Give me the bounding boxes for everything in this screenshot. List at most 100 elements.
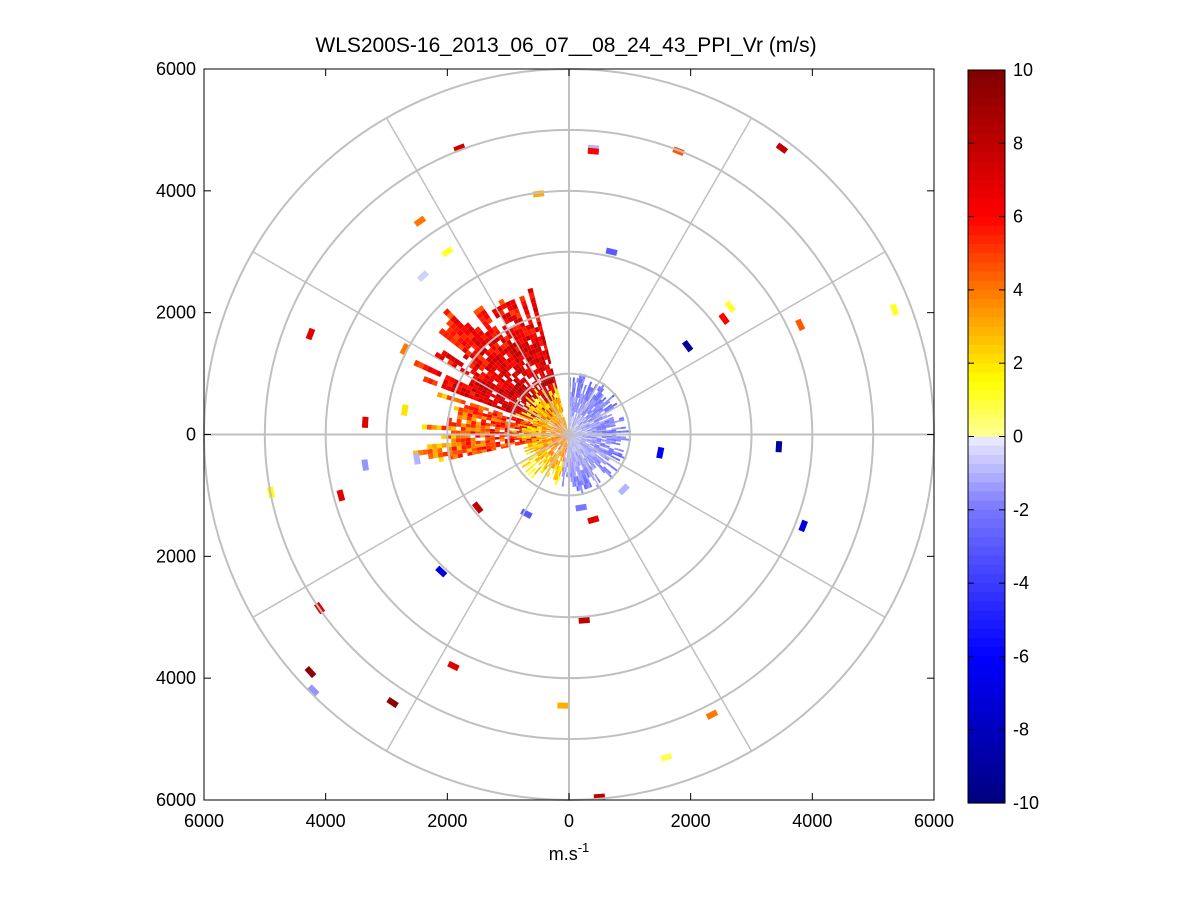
velocity-cell — [526, 345, 532, 352]
velocity-cell — [491, 325, 499, 332]
velocity-cell — [542, 442, 548, 445]
velocity-cell — [565, 421, 567, 427]
velocity-cell — [520, 385, 526, 391]
velocity-cell — [463, 404, 470, 410]
velocity-cell — [597, 457, 603, 462]
colorbar-segment — [968, 225, 1005, 236]
velocity-cell — [581, 428, 587, 431]
velocity-cell — [554, 404, 558, 410]
velocity-cell — [576, 437, 582, 440]
velocity-cell — [534, 326, 540, 333]
y-tick-label: 4000 — [156, 181, 196, 201]
velocity-cell — [557, 398, 560, 404]
data-point — [435, 565, 448, 578]
data-point — [447, 660, 460, 672]
velocity-cell — [578, 465, 581, 471]
velocity-cell — [531, 437, 537, 440]
velocity-cell — [525, 393, 531, 399]
velocity-cell — [566, 437, 568, 443]
velocity-cell — [534, 368, 540, 375]
velocity-cell — [562, 446, 565, 452]
velocity-cell — [498, 298, 505, 306]
velocity-cell — [524, 341, 530, 347]
velocity-cell — [576, 456, 580, 461]
velocity-cell — [528, 419, 534, 423]
velocity-cell — [604, 419, 610, 423]
velocity-cell — [573, 441, 577, 446]
velocity-cell — [523, 414, 529, 419]
velocity-cell — [549, 407, 554, 412]
velocity-cell — [590, 424, 596, 428]
velocity-cell — [461, 445, 467, 450]
velocity-cell — [550, 451, 555, 456]
x-axis-label-base: m.s — [549, 844, 578, 864]
velocity-cell — [605, 400, 611, 406]
velocity-cell — [529, 344, 535, 350]
velocity-cell — [564, 462, 567, 468]
velocity-cell — [574, 418, 578, 423]
velocity-cell — [557, 445, 562, 450]
velocity-cell — [509, 426, 515, 429]
velocity-cell — [477, 330, 485, 337]
velocity-cell — [586, 402, 591, 408]
velocity-cell — [600, 422, 606, 426]
velocity-cell — [520, 409, 526, 414]
velocity-cell — [483, 396, 489, 402]
velocity-cell — [596, 477, 601, 484]
colorbar-segment — [968, 418, 1005, 428]
velocity-cell — [579, 393, 583, 399]
velocity-cell — [513, 335, 519, 342]
x-tick-label: 0 — [564, 811, 574, 831]
colorbar-segment — [968, 647, 1005, 657]
velocity-cell — [569, 426, 572, 431]
velocity-cell — [560, 423, 564, 428]
velocity-cell — [609, 418, 615, 422]
velocity-cell — [551, 437, 557, 440]
velocity-cell — [571, 437, 576, 441]
velocity-cell — [536, 428, 542, 431]
velocity-cell — [490, 437, 495, 440]
velocity-cell — [560, 435, 566, 437]
velocity-cell — [541, 436, 547, 439]
velocity-cell — [555, 409, 559, 415]
velocity-cell — [618, 416, 624, 421]
velocity-cell — [569, 426, 572, 431]
velocity-cell — [536, 406, 541, 411]
velocity-cell — [562, 457, 565, 462]
velocity-cell — [574, 471, 577, 477]
velocity-cell — [574, 481, 577, 487]
velocity-cell — [481, 333, 488, 341]
velocity-cell — [441, 425, 447, 431]
velocity-cell — [563, 462, 566, 468]
velocity-cell — [600, 424, 606, 427]
velocity-cell — [572, 467, 575, 473]
velocity-cell — [585, 456, 590, 462]
velocity-cell — [539, 351, 544, 357]
velocity-cell — [527, 287, 534, 294]
velocity-cell — [580, 383, 584, 389]
velocity-cell — [578, 443, 583, 448]
velocity-cell — [514, 410, 521, 415]
velocity-cell — [572, 411, 574, 417]
velocity-cell — [591, 400, 596, 405]
velocity-cell — [593, 419, 599, 423]
velocity-cell — [538, 453, 544, 458]
velocity-cell — [561, 407, 564, 413]
velocity-cell — [474, 339, 482, 347]
velocity-cell — [581, 453, 586, 458]
velocity-cell — [570, 426, 572, 431]
data-point — [775, 142, 789, 154]
data-point — [305, 327, 316, 341]
velocity-cell — [456, 418, 462, 424]
velocity-cell — [445, 352, 452, 360]
velocity-cell — [596, 392, 602, 398]
velocity-cell — [493, 342, 501, 349]
data-point — [441, 246, 454, 258]
velocity-cell — [490, 444, 496, 449]
velocity-cell — [581, 464, 585, 470]
velocity-cell — [563, 416, 566, 422]
velocity-cell — [546, 390, 550, 396]
colorbar-segment — [968, 124, 1005, 135]
velocity-cell — [564, 452, 566, 458]
